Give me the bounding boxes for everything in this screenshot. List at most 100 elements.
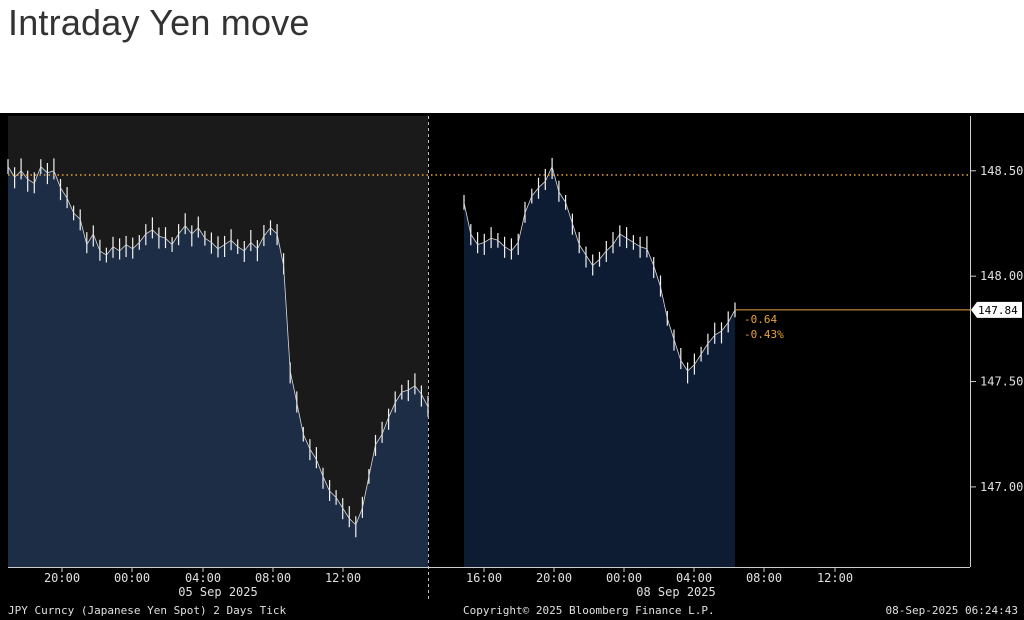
price-line-segment [329, 490, 337, 498]
price-line-segment [165, 237, 173, 245]
price-line-segment [191, 227, 199, 235]
price-line-segment [250, 242, 258, 250]
price-line-segment [619, 233, 627, 239]
price-line-segment [362, 476, 370, 509]
price-line-segment [309, 448, 317, 460]
price-line-segment [211, 242, 219, 250]
price-line-segment [335, 497, 344, 509]
price-line-segment [145, 229, 153, 235]
price-line-segment [92, 233, 101, 252]
price-line-segment [276, 233, 284, 266]
price-line-segment [714, 330, 722, 336]
price-line-segment [484, 237, 492, 243]
price-line-segment [243, 242, 252, 252]
price-line-segment [551, 166, 560, 193]
price-line-segment [79, 219, 88, 245]
price-line-segment [138, 233, 147, 243]
x-tick-label: 04:00 [185, 571, 221, 585]
price-line-segment [112, 246, 120, 252]
price-line-segment [99, 250, 107, 256]
price-area-session1 [8, 166, 428, 567]
price-line-segment [401, 389, 409, 393]
price-line-segment [612, 233, 621, 245]
price-line-segment [132, 242, 140, 250]
price-line-segment [302, 434, 311, 450]
price-line-segment [421, 394, 429, 407]
price-line-segment [237, 246, 245, 252]
price-line-segment [270, 227, 278, 235]
x-tick-label: 12:00 [325, 571, 361, 585]
x-tick-label: 00:00 [606, 571, 642, 585]
price-line-segment [289, 370, 298, 403]
price-line-segment [394, 391, 403, 403]
price-line-segment [66, 198, 74, 214]
price-line-segment [355, 507, 363, 526]
price-line-segment [60, 187, 68, 199]
price-line-segment [14, 170, 22, 178]
price-line-segment [342, 507, 350, 519]
price-line-segment [86, 233, 94, 245]
last-price-label: 147.84 [978, 304, 1018, 317]
instrument-label: JPY Curncy (Japanese Yen Spot) 2 Days Ti… [8, 604, 287, 617]
price-line-segment [106, 246, 114, 256]
price-line-segment [414, 385, 422, 395]
price-line-segment [524, 195, 533, 214]
x-tick-label: 20:00 [44, 571, 80, 585]
price-line-segment [125, 244, 133, 250]
x-tick-label: 08:00 [746, 571, 782, 585]
price-line-segment [368, 444, 376, 477]
x-tick-label: 08:00 [255, 571, 291, 585]
price-line-segment [538, 181, 546, 188]
price-line-segment [73, 212, 81, 220]
price-line-segment [296, 402, 304, 435]
price-line-segment [463, 202, 472, 235]
price-line-segment [727, 309, 736, 323]
price-line-segment [388, 402, 396, 418]
price-line-segment [230, 240, 238, 247]
last-price-tag: 147.84 [971, 301, 1022, 318]
last-price-change-pct: -0.43% [744, 328, 784, 341]
x-tick-label: 00:00 [114, 571, 150, 585]
price-line-segment [375, 433, 383, 446]
x-tick-label: 16:00 [466, 571, 502, 585]
price-line-segment [606, 244, 614, 252]
price-line-segment [184, 225, 193, 235]
price-line-segment [700, 343, 709, 355]
x-tick-label: 12:00 [817, 571, 853, 585]
price-line-segment [694, 353, 702, 365]
price-line-segment [33, 166, 42, 184]
price-line-segment [517, 212, 526, 243]
price-line-segment [224, 239, 232, 245]
price-line-segment [639, 246, 648, 250]
y-tick-label: 147.50 [980, 375, 1023, 389]
y-tick-label: 147.00 [980, 480, 1023, 494]
price-line-segment [470, 233, 478, 245]
price-line-segment [680, 360, 688, 372]
price-line-segment [599, 250, 607, 260]
price-line-segment [592, 259, 600, 266]
price-line-segment [217, 244, 225, 250]
price-line-segment [490, 237, 499, 241]
price-line-segment [497, 240, 505, 247]
price-line-segment [119, 244, 127, 252]
price-line-segment [27, 178, 35, 184]
price-line-segment [660, 286, 668, 319]
price-line-segment [477, 242, 485, 245]
price-line-segment [408, 385, 416, 391]
price-line-segment [316, 459, 324, 477]
price-line-segment [707, 334, 716, 344]
price-line-segment [558, 191, 566, 203]
price-line-segment [257, 235, 265, 249]
price-line-segment [197, 227, 206, 239]
last-price-change: -0.64 [744, 313, 777, 326]
price-line-segment [544, 166, 553, 182]
price-line-segment [687, 364, 695, 372]
price-line-segment [673, 339, 682, 361]
price-line-segment [531, 187, 539, 197]
x-tick-label: 20:00 [536, 571, 572, 585]
price-line-segment [572, 223, 580, 245]
price-line-segment [53, 170, 61, 188]
timestamp-label: 08-Sep-2025 06:24:43 [886, 604, 1018, 617]
y-tick-label: 148.50 [980, 164, 1023, 178]
